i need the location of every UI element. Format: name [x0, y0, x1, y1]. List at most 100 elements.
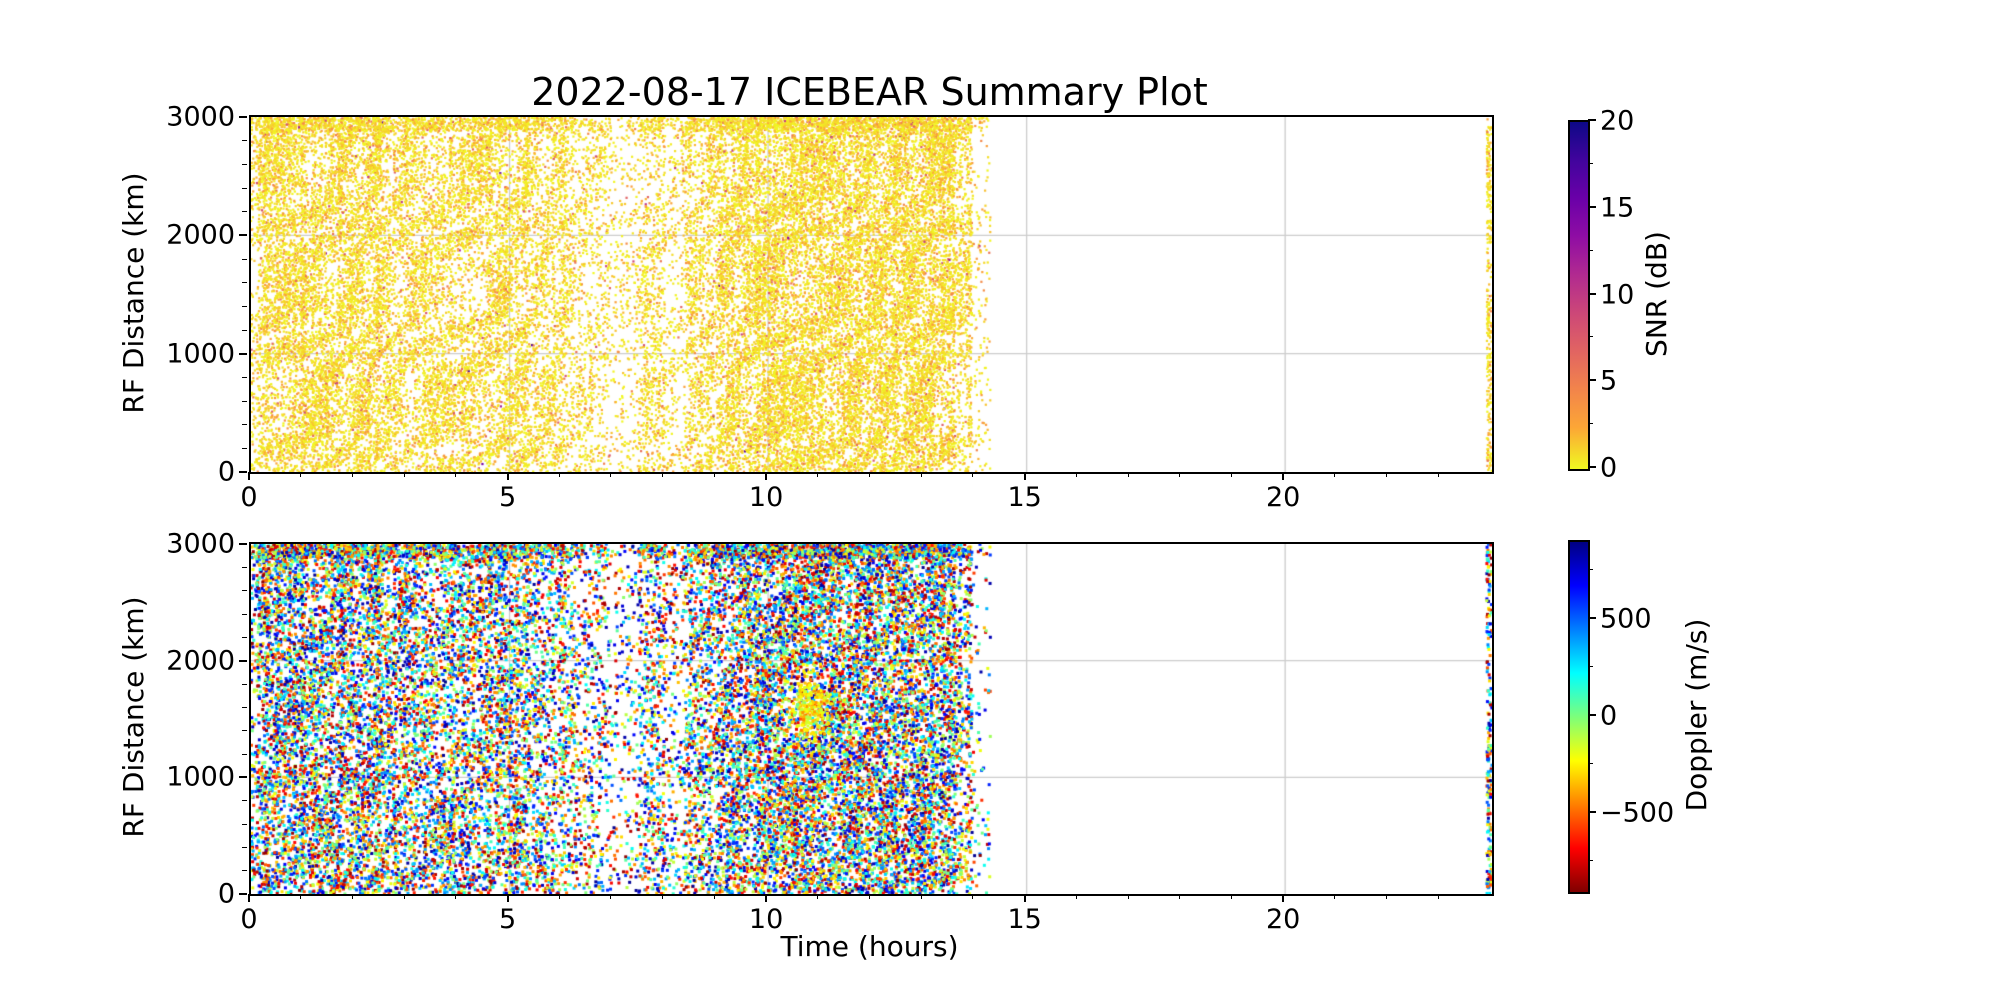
x-minor-tick: [1127, 894, 1129, 899]
y-minor-tick: [242, 566, 247, 568]
y-tick-label: 1000: [166, 338, 235, 370]
x-major-tick: [506, 472, 509, 480]
x-minor-tick: [1075, 894, 1077, 899]
colorbar-tick-label: 10: [1600, 279, 1635, 310]
colorbar-tick-label: 15: [1600, 192, 1635, 224]
x-minor-tick: [351, 472, 353, 477]
snr-scatter-canvas: [251, 117, 1492, 472]
x-major-tick: [248, 894, 250, 902]
x-tick-label: 0: [240, 904, 258, 935]
y-minor-tick: [242, 730, 247, 732]
x-minor-tick: [558, 472, 560, 477]
x-tick-label: 5: [498, 482, 517, 513]
x-minor-tick: [713, 472, 715, 477]
x-minor-tick: [558, 894, 560, 899]
snr-panel-axes: [249, 115, 1494, 474]
y-tick-label: 2000: [166, 219, 235, 251]
y-minor-tick: [242, 163, 247, 165]
y-minor-tick: [242, 400, 247, 402]
x-minor-tick: [1386, 472, 1388, 477]
y-minor-tick: [242, 211, 247, 213]
doppler-colorbar: [1568, 540, 1590, 894]
colorbar-minor-tick: [1588, 860, 1593, 862]
y-minor-tick: [242, 846, 247, 848]
colorbar-major-tick: [1588, 379, 1596, 382]
x-minor-tick: [351, 894, 353, 899]
colorbar-minor-tick: [1588, 763, 1593, 765]
y-minor-tick: [242, 187, 247, 189]
x-minor-tick: [610, 472, 612, 477]
snr-colorbar-label: SNR (dB): [1640, 230, 1673, 357]
time-axis-label: Time (hours): [780, 930, 959, 963]
colorbar-minor-tick: [1588, 423, 1593, 425]
colorbar-minor-tick: [1588, 665, 1593, 667]
colorbar-tick-label: 20: [1600, 105, 1635, 137]
x-tick-label: 10: [748, 904, 784, 935]
doppler-scatter-canvas: [251, 544, 1492, 894]
y-tick-label: 1000: [166, 761, 235, 793]
y-minor-tick: [242, 590, 247, 592]
y-major-tick: [239, 116, 247, 118]
x-minor-tick: [869, 894, 870, 899]
y-minor-tick: [242, 683, 247, 685]
x-minor-tick: [1075, 472, 1077, 477]
x-tick-label: 15: [1007, 482, 1042, 513]
x-tick-label: 15: [1007, 904, 1042, 935]
y-minor-tick: [242, 376, 247, 378]
x-minor-tick: [300, 472, 302, 477]
colorbar-major-tick: [1588, 811, 1596, 814]
colorbar-minor-tick: [1588, 336, 1593, 338]
colorbar-minor-tick: [1588, 162, 1593, 164]
y-major-tick: [239, 471, 247, 473]
x-minor-tick: [403, 894, 405, 899]
colorbar-major-tick: [1588, 119, 1596, 121]
y-tick-label: 2000: [166, 645, 235, 677]
x-major-tick: [1023, 894, 1026, 902]
x-minor-tick: [1127, 472, 1129, 477]
x-minor-tick: [1230, 472, 1232, 477]
x-minor-tick: [1334, 472, 1336, 477]
x-tick-label: 10: [748, 482, 784, 513]
y-minor-tick: [242, 636, 247, 638]
colorbar-major-tick: [1588, 292, 1596, 295]
y-minor-tick: [242, 823, 247, 825]
x-minor-tick: [610, 894, 612, 899]
x-minor-tick: [1386, 894, 1388, 899]
y-minor-tick: [242, 706, 247, 708]
y-minor-tick: [242, 613, 247, 615]
x-minor-tick: [817, 894, 819, 899]
doppler-colorbar-label: Doppler (m/s): [1680, 618, 1713, 812]
x-major-tick: [1023, 472, 1026, 480]
colorbar-minor-tick: [1588, 568, 1593, 570]
x-major-tick: [248, 472, 250, 480]
colorbar-minor-tick: [1588, 249, 1593, 251]
snr-y-axis-label: RF Distance (km): [117, 171, 150, 414]
y-minor-tick: [242, 424, 247, 426]
x-minor-tick: [869, 472, 870, 477]
x-minor-tick: [920, 894, 922, 899]
x-minor-tick: [920, 472, 922, 477]
x-minor-tick: [1437, 894, 1439, 899]
y-minor-tick: [242, 447, 247, 449]
x-minor-tick: [817, 472, 819, 477]
y-tick-label: 3000: [166, 528, 235, 560]
doppler-y-axis-label: RF Distance (km): [117, 596, 150, 838]
colorbar-major-tick: [1588, 616, 1596, 619]
y-minor-tick: [242, 800, 247, 802]
x-minor-tick: [300, 894, 302, 899]
y-major-tick: [239, 659, 247, 662]
y-major-tick: [239, 776, 247, 779]
x-tick-label: 20: [1265, 904, 1301, 935]
x-minor-tick: [662, 894, 664, 899]
colorbar-major-tick: [1588, 205, 1596, 208]
colorbar-major-tick: [1588, 466, 1596, 468]
x-minor-tick: [662, 472, 664, 477]
x-tick-label: 5: [498, 904, 517, 935]
y-major-tick: [239, 352, 247, 355]
x-minor-tick: [403, 472, 405, 477]
doppler-panel-axes: [249, 542, 1494, 896]
x-minor-tick: [455, 894, 457, 899]
snr-colorbar: [1568, 120, 1590, 471]
y-minor-tick: [242, 870, 247, 872]
